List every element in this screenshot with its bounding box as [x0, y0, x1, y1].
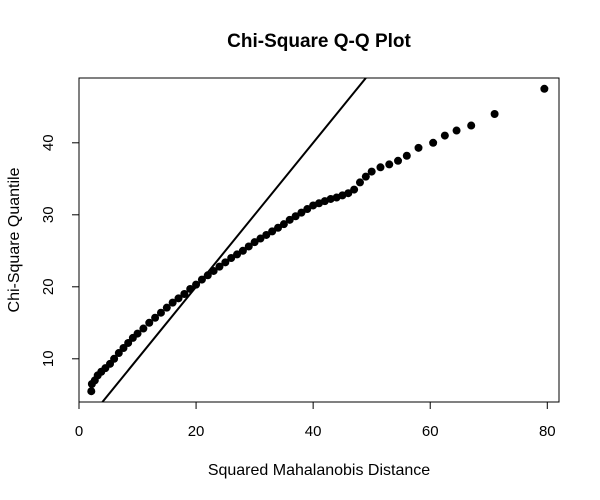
- data-point: [385, 160, 394, 169]
- data-point: [197, 275, 206, 284]
- data-point: [376, 163, 385, 172]
- data-point: [244, 242, 253, 251]
- data-points: [87, 84, 549, 396]
- data-point: [192, 280, 201, 289]
- data-point: [355, 178, 364, 187]
- data-point: [279, 220, 288, 229]
- plot-frame: [78, 77, 560, 403]
- data-point: [490, 110, 499, 118]
- data-point: [256, 234, 265, 243]
- x-tick-label: 40: [305, 423, 322, 440]
- data-point: [274, 223, 283, 232]
- data-point: [452, 126, 461, 135]
- reference-line: [101, 78, 368, 402]
- data-point: [414, 143, 423, 152]
- x-tick-label: 60: [422, 423, 439, 440]
- data-point: [367, 167, 376, 176]
- y-axis-label: Chi-Square Quantile: [6, 167, 23, 312]
- data-point: [203, 271, 212, 280]
- x-tick-label: 0: [75, 423, 83, 440]
- chart-title: Chi-Square Q-Q Plot: [227, 31, 411, 52]
- data-point: [151, 313, 160, 322]
- data-point: [180, 290, 189, 298]
- data-point: [262, 230, 271, 239]
- data-point: [114, 349, 123, 358]
- data-point: [87, 387, 96, 396]
- y-axis: 10 20 30 40: [40, 134, 79, 367]
- data-point: [344, 189, 353, 198]
- data-point: [291, 212, 300, 221]
- data-point: [209, 266, 218, 275]
- data-point: [429, 138, 438, 147]
- data-point: [238, 246, 247, 255]
- y-tick-label: 20: [40, 278, 57, 295]
- data-point: [133, 329, 142, 338]
- y-tick-label: 30: [40, 206, 57, 223]
- data-point: [145, 318, 154, 327]
- data-point: [174, 294, 183, 303]
- x-axis: 0 20 40 60 80: [75, 402, 556, 440]
- data-point: [540, 84, 549, 93]
- data-point: [186, 284, 195, 293]
- data-point: [361, 172, 370, 181]
- data-point: [297, 208, 306, 217]
- x-tick-label: 80: [539, 423, 556, 440]
- data-point: [221, 258, 230, 267]
- x-axis-label: Squared Mahalanobis Distance: [208, 462, 430, 479]
- x-tick-label: 20: [188, 423, 205, 440]
- data-point: [227, 254, 236, 262]
- data-point: [233, 250, 242, 259]
- data-point: [303, 205, 312, 214]
- data-point: [402, 151, 411, 160]
- data-point: [215, 262, 224, 271]
- data-point: [110, 354, 119, 363]
- data-point: [268, 227, 277, 236]
- data-point: [124, 338, 133, 347]
- data-point: [350, 185, 359, 194]
- data-point: [440, 131, 449, 140]
- data-point: [119, 344, 128, 352]
- data-point: [467, 121, 476, 130]
- y-tick-label: 40: [40, 134, 57, 151]
- data-point: [156, 308, 165, 317]
- data-point: [162, 303, 171, 312]
- data-point: [394, 156, 403, 165]
- y-tick-label: 10: [40, 350, 57, 367]
- data-point: [250, 238, 259, 247]
- data-point: [285, 215, 294, 224]
- data-point: [139, 324, 148, 333]
- data-point: [168, 298, 177, 307]
